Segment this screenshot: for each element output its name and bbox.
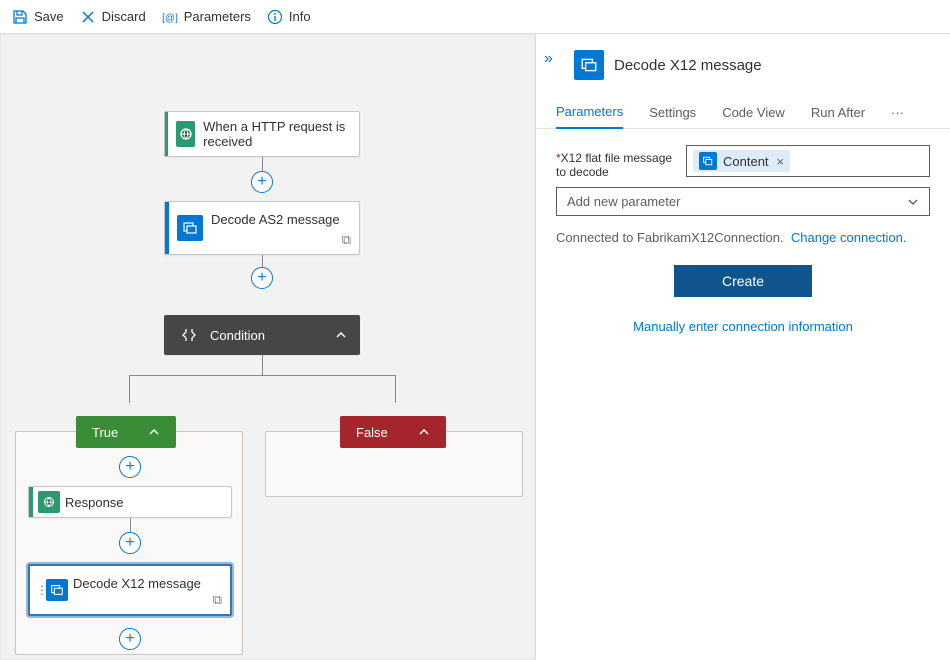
message-icon	[46, 579, 68, 601]
param-row: *X12 flat file message to decode Content…	[556, 145, 930, 179]
discard-button[interactable]: Discard	[80, 9, 146, 25]
trigger-card[interactable]: When a HTTP request is received	[164, 111, 360, 157]
false-header[interactable]: False	[340, 416, 446, 448]
tab-settings[interactable]: Settings	[649, 97, 696, 128]
response-card[interactable]: Response	[28, 486, 232, 518]
decode-as2-card[interactable]: Decode AS2 message ⧉	[164, 201, 360, 255]
chevron-up-icon	[148, 426, 160, 438]
card-stripe	[165, 112, 168, 156]
change-connection-link[interactable]: Change connection.	[791, 230, 907, 245]
tab-more[interactable]: ···	[891, 97, 904, 128]
svg-text:[@]: [@]	[162, 13, 178, 24]
token-icon	[699, 152, 717, 170]
add-step-button[interactable]: +	[251, 171, 273, 193]
save-label: Save	[34, 9, 64, 24]
link-icon: ⧉	[213, 592, 222, 608]
connector	[395, 375, 396, 403]
decode-as2-label: Decode AS2 message	[211, 212, 352, 227]
tab-parameters[interactable]: Parameters	[556, 96, 623, 129]
true-label: True	[92, 425, 118, 440]
panel-tabs: Parameters Settings Code View Run After …	[536, 96, 950, 129]
panel-icon	[574, 50, 604, 80]
save-icon	[12, 9, 28, 25]
trigger-label: When a HTTP request is received	[203, 119, 359, 149]
card-stripe	[165, 202, 169, 254]
toolbar: Save Discard [@] Parameters Info	[0, 0, 950, 34]
true-branch: True + Response + ⋮ Decode X12 message ⧉…	[15, 431, 243, 655]
details-panel: » Decode X12 message Parameters Settings…	[535, 34, 950, 660]
connector	[262, 355, 263, 375]
condition-label: Condition	[210, 328, 277, 343]
create-button[interactable]: Create	[674, 265, 812, 297]
condition-icon	[176, 322, 202, 348]
connector	[129, 375, 395, 376]
connector	[129, 375, 130, 403]
info-button[interactable]: Info	[267, 9, 311, 25]
tab-run-after[interactable]: Run After	[811, 97, 865, 128]
false-label: False	[356, 425, 388, 440]
add-step-button[interactable]: +	[251, 267, 273, 289]
manual-connection-link[interactable]: Manually enter connection information	[556, 319, 930, 334]
parameters-icon: [@]	[162, 9, 178, 25]
token-remove[interactable]: ×	[777, 154, 785, 169]
workflow-canvas[interactable]: When a HTTP request is received + Decode…	[0, 34, 535, 660]
main: When a HTTP request is received + Decode…	[0, 34, 950, 660]
chevron-up-icon	[418, 426, 430, 438]
true-header[interactable]: True	[76, 416, 176, 448]
param-input[interactable]: Content ×	[686, 145, 930, 177]
discard-label: Discard	[102, 9, 146, 24]
chevron-down-icon	[907, 196, 919, 208]
link-icon: ⧉	[342, 232, 351, 248]
connection-text: Connected to FabrikamX12Connection. Chan…	[556, 230, 930, 245]
param-label: *X12 flat file message to decode	[556, 145, 676, 179]
false-branch: False	[265, 431, 523, 497]
parameters-label: Parameters	[184, 9, 251, 24]
token-content[interactable]: Content ×	[693, 150, 790, 172]
decode-x12-label: Decode X12 message	[73, 576, 213, 591]
card-stripe	[29, 487, 33, 517]
panel-title: Decode X12 message	[614, 57, 762, 74]
add-step-button[interactable]: +	[119, 532, 141, 554]
save-button[interactable]: Save	[12, 9, 64, 25]
response-label: Response	[65, 495, 136, 510]
tab-code-view[interactable]: Code View	[722, 97, 785, 128]
message-icon	[177, 215, 203, 241]
add-parameter-dropdown[interactable]: Add new parameter	[556, 187, 930, 216]
x-icon	[80, 9, 96, 25]
info-icon	[267, 9, 283, 25]
http-icon	[38, 491, 60, 513]
collapse-panel-button[interactable]: »	[544, 50, 553, 68]
info-label: Info	[289, 9, 311, 24]
chevron-up-icon	[334, 328, 348, 342]
drag-handle-icon[interactable]: ⋮	[36, 583, 48, 597]
token-label: Content	[723, 154, 769, 169]
add-param-label: Add new parameter	[567, 194, 680, 209]
parameters-button[interactable]: [@] Parameters	[162, 9, 251, 25]
http-icon	[176, 121, 195, 147]
decode-x12-card[interactable]: ⋮ Decode X12 message ⧉	[28, 564, 232, 616]
add-step-button[interactable]: +	[119, 628, 141, 650]
add-step-button[interactable]: +	[119, 456, 141, 478]
condition-card[interactable]: Condition	[164, 315, 360, 355]
